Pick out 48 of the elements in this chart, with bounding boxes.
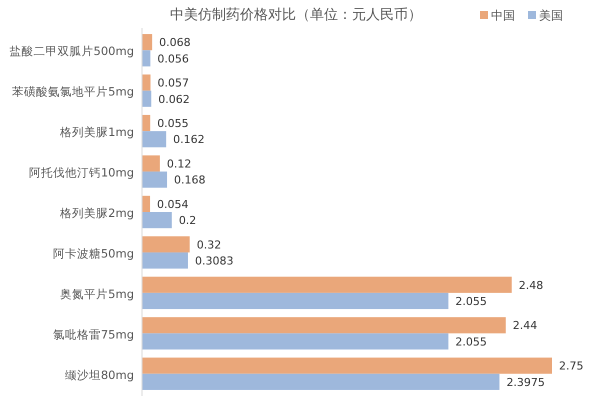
bar <box>142 114 150 132</box>
bar <box>142 50 150 66</box>
legend-label: 美国 <box>539 8 563 22</box>
bar <box>142 317 506 334</box>
data-label: 2.48 <box>518 278 544 292</box>
data-label: 0.056 <box>157 52 189 66</box>
bar <box>142 212 172 228</box>
bar <box>142 131 166 148</box>
data-label: 2.75 <box>559 360 584 373</box>
y-tick-label: 缬沙坦80mg <box>64 368 134 382</box>
legend-label: 中国 <box>491 8 515 22</box>
data-label: 0.162 <box>173 133 205 146</box>
data-label: 0.2 <box>178 214 196 228</box>
y-tick-label: 格列美脲2mg <box>59 206 134 220</box>
bar <box>142 74 150 91</box>
bar <box>142 196 150 212</box>
bar <box>142 90 152 107</box>
y-tick-label: 苯磺酸氨氯地平片5mg <box>12 84 134 99</box>
data-label: 0.32 <box>196 238 222 252</box>
bar <box>142 292 448 310</box>
y-tick-label: 奥氮平片5mg <box>60 286 134 301</box>
bar <box>142 276 512 293</box>
data-label: 0.055 <box>157 117 189 130</box>
bar <box>142 155 160 172</box>
data-label: 0.054 <box>157 198 189 211</box>
data-label: 2.055 <box>455 294 487 308</box>
y-tick-label: 盐酸二甲双胍片500mg <box>10 44 134 58</box>
bar <box>142 34 152 50</box>
y-tick-label: 氯吡格雷75mg <box>52 327 134 342</box>
data-label: 2.055 <box>455 335 487 348</box>
data-label: 0.12 <box>166 157 192 170</box>
data-label: 2.44 <box>512 319 538 332</box>
y-tick-label: 格列美脲1mg <box>59 125 134 140</box>
data-label: 0.062 <box>158 92 190 106</box>
bar <box>142 236 190 252</box>
bar <box>142 374 500 390</box>
data-label: 0.168 <box>174 174 206 187</box>
y-tick-label: 阿卡波糖50mg <box>52 246 134 260</box>
data-label: 0.3083 <box>194 254 234 268</box>
bar <box>142 333 448 350</box>
data-label: 2.3975 <box>506 376 545 389</box>
chart-title: 中美仿制药价格对比（单位：元人民币） <box>170 7 422 23</box>
bar <box>142 172 168 188</box>
y-tick-label: 阿托伐他汀钙10mg <box>28 166 134 180</box>
bar <box>142 252 188 269</box>
data-label: 0.068 <box>159 36 191 50</box>
data-label: 0.057 <box>158 76 189 90</box>
bar <box>142 358 552 374</box>
